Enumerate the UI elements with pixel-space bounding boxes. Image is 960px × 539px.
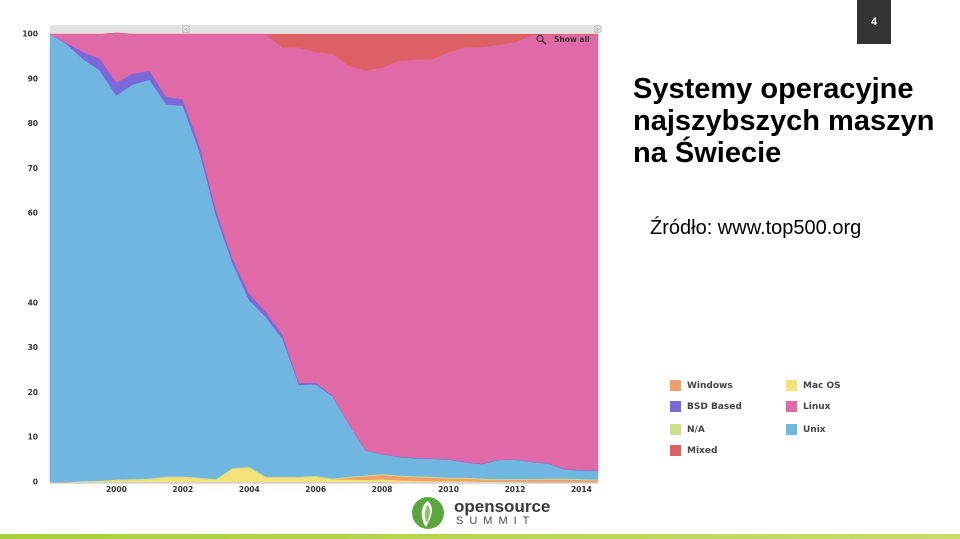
- legend-swatch: [670, 380, 681, 391]
- y-tick-label: 60: [28, 209, 38, 218]
- legend-item-macos[interactable]: Mac OS: [786, 380, 841, 391]
- slide-title-line-3: na Świecie: [633, 137, 782, 169]
- slide-title-line-2: najszybszych maszyn: [633, 105, 935, 137]
- bottom-accent-bar: [0, 534, 960, 539]
- legend-swatch: [670, 424, 681, 435]
- legend-swatch: [786, 424, 797, 435]
- legend-swatch: [786, 380, 797, 391]
- y-tick-label: 100: [22, 30, 38, 39]
- show-all-button[interactable]: Show all: [536, 34, 590, 45]
- y-tick-label: 0: [33, 478, 38, 487]
- legend-swatch: [670, 445, 681, 456]
- legend-item-windows[interactable]: Windows: [670, 380, 733, 391]
- legend-item-unix[interactable]: Unix: [786, 424, 826, 435]
- x-tick-label: 2008: [372, 485, 393, 494]
- slide-title-line-1: Systemy operacyjne: [633, 73, 914, 105]
- range-navigator-bar[interactable]: [50, 25, 600, 33]
- x-tick-label: 2006: [305, 485, 326, 494]
- chart-legend: Windows Mac OS BSD Based Linux N/A Unix …: [670, 376, 910, 466]
- area-series-group: [49, 32, 599, 483]
- y-tick-label: 70: [28, 164, 38, 173]
- opensource-summit-logo: opensource SUMMIT: [410, 495, 560, 531]
- y-tick-label: 20: [28, 388, 38, 397]
- y-tick-label: 90: [28, 74, 38, 83]
- y-axis: 0 10 20 30 40 60 70 80 90 100: [22, 30, 38, 487]
- range-end-handle-glyph: >: [596, 27, 600, 33]
- range-end-handle[interactable]: [594, 25, 602, 33]
- page-number: 4: [870, 16, 878, 28]
- y-tick-label: 30: [28, 343, 38, 352]
- source-text: Źródło: www.top500.org: [650, 217, 862, 239]
- slide-title: Systemy operacyjne najszybszych maszyn n…: [633, 73, 953, 169]
- page-number-badge: 4: [857, 0, 891, 44]
- legend-item-na[interactable]: N/A: [670, 424, 705, 435]
- x-tick-label: 2004: [239, 485, 260, 494]
- magnifier-icon-handle: [541, 40, 547, 45]
- legend-label: Mixed: [687, 445, 718, 456]
- logo-subtitle: SUMMIT: [456, 515, 536, 527]
- range-start-handle-glyph: <: [184, 27, 188, 33]
- legend-label: N/A: [687, 424, 705, 435]
- legend-item-mixed[interactable]: Mixed: [670, 445, 717, 456]
- x-tick-label: 2012: [505, 485, 526, 494]
- x-tick-label: 2000: [106, 485, 127, 494]
- x-tick-label: 2002: [172, 485, 193, 494]
- y-tick-label: 40: [28, 298, 38, 307]
- x-tick-label: 2014: [571, 485, 592, 494]
- x-axis: 2000 2002 2004 2006 2008 2010 2012 2014: [50, 482, 598, 494]
- legend-label: BSD Based: [687, 401, 742, 412]
- y-tick-label: 10: [28, 433, 38, 442]
- legend-swatch: [786, 401, 797, 412]
- legend-label: Linux: [803, 401, 831, 412]
- show-all-label: Show all: [554, 35, 590, 44]
- legend-item-bsd[interactable]: BSD Based: [670, 401, 742, 412]
- legend-label: Mac OS: [803, 380, 841, 391]
- x-tick-label: 2010: [438, 485, 459, 494]
- area-series-mixed[interactable]: [50, 32, 599, 71]
- legend-swatch: [670, 401, 681, 412]
- legend-label: Unix: [803, 424, 826, 435]
- y-tick-label: 80: [28, 119, 38, 128]
- legend-label: Windows: [687, 380, 733, 391]
- logo-wordmark: opensource: [454, 497, 551, 516]
- legend-item-linux[interactable]: Linux: [786, 401, 830, 412]
- logo-mark-icon: [412, 497, 444, 529]
- range-start-handle[interactable]: [182, 25, 190, 33]
- magnifier-icon: [536, 34, 544, 43]
